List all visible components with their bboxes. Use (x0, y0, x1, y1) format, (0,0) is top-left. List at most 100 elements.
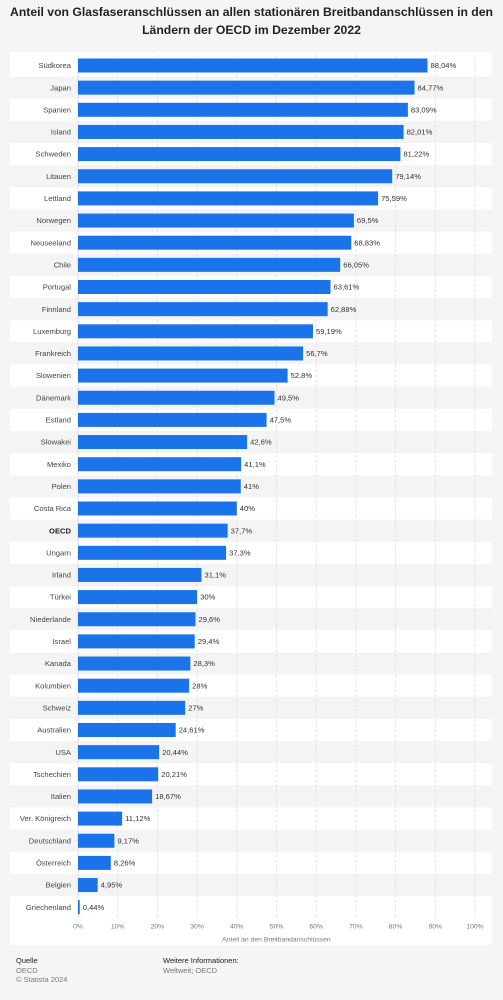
bar (78, 590, 198, 605)
category-label: Italien (51, 792, 71, 801)
x-tick-label: 70% (349, 923, 363, 930)
data-label: 0,44% (83, 903, 105, 912)
category-label: Kanada (45, 659, 72, 668)
info-block: Weitere Informationen: Weltweit; OECD (163, 956, 239, 975)
x-tick-label: 0% (73, 923, 83, 930)
bar (78, 80, 415, 95)
data-label: 31,1% (204, 571, 226, 580)
bar (78, 855, 111, 870)
data-label: 83,09% (411, 105, 437, 114)
category-label: OECD (49, 526, 71, 535)
bar (78, 457, 242, 472)
bar (78, 257, 341, 272)
bar (78, 767, 159, 782)
bar (78, 368, 288, 383)
category-label: Ungarn (46, 548, 71, 557)
bar (78, 700, 186, 715)
data-label: 29,6% (199, 615, 221, 624)
x-tick-label: 30% (190, 923, 204, 930)
data-label: 20,21% (161, 770, 187, 779)
copyright-text: © Statista 2024 (16, 975, 68, 984)
category-label: Griechenland (26, 903, 71, 912)
category-label: Japan (50, 83, 71, 92)
category-label: Irland (52, 571, 71, 580)
data-label: 8,26% (114, 859, 136, 868)
info-text: Weltweit; OECD (163, 965, 218, 975)
category-label: Lettland (44, 194, 71, 203)
data-label: 47,5% (270, 416, 292, 425)
category-label: Polen (52, 482, 71, 491)
row-band (10, 829, 492, 852)
x-tick-label: 100% (466, 923, 483, 930)
bar (78, 789, 153, 804)
category-label: Litauen (46, 172, 71, 181)
bar (78, 501, 237, 516)
x-tick-label: 60% (309, 923, 323, 930)
bar (78, 235, 352, 250)
data-label: 68,83% (354, 238, 380, 247)
category-label: Kolumbien (35, 681, 71, 690)
bar (78, 435, 248, 450)
bar (78, 412, 267, 427)
bar (78, 656, 191, 671)
data-label: 88,04% (431, 61, 457, 70)
data-label: 62,88% (331, 305, 357, 314)
bar (78, 833, 115, 848)
data-label: 30% (200, 593, 215, 602)
bar (78, 723, 176, 737)
category-label: Estland (46, 416, 71, 425)
category-label: Dänemark (36, 393, 71, 402)
bar (78, 302, 328, 317)
bar (78, 390, 275, 405)
data-label: 41,1% (244, 460, 266, 469)
data-label: 75,59% (381, 194, 407, 203)
category-label: Australien (37, 726, 71, 735)
bar (78, 811, 123, 826)
category-label: Slowenien (36, 371, 71, 380)
category-label: Niederlande (30, 615, 71, 624)
x-tick-label: 50% (270, 923, 284, 930)
data-label: 40% (240, 504, 255, 513)
x-tick-label: 20% (151, 923, 165, 930)
data-label: 82,01% (407, 128, 433, 137)
data-label: 69,5% (357, 216, 379, 225)
bar (78, 523, 228, 538)
x-tick-label: 90% (428, 923, 442, 930)
bar (78, 900, 80, 915)
category-label: Mexiko (47, 460, 71, 469)
category-label: Türkei (50, 593, 71, 602)
chart-title: Anteil von Glasfaseranschlüssen an allen… (10, 5, 493, 37)
bar (78, 479, 241, 494)
category-label: Schweden (36, 150, 71, 159)
bar (78, 124, 404, 139)
category-label: Costa Rica (34, 504, 72, 513)
category-label: Neuseeland (30, 238, 71, 247)
data-label: 24,61% (179, 726, 205, 735)
bar (78, 545, 227, 560)
bar (78, 634, 195, 649)
data-label: 52,8% (291, 371, 313, 380)
category-label: Finnland (42, 305, 71, 314)
data-label: 81,22% (403, 150, 429, 159)
bar (78, 612, 196, 627)
data-label: 29,4% (198, 637, 220, 646)
bar (78, 678, 190, 693)
data-label: 41% (244, 482, 259, 491)
chart-panel: 0% 10% 20% 30% 40% 50% 60% 70% 80% 90% 100% Südkore… (10, 52, 492, 945)
bar (78, 58, 428, 73)
category-label: Chile (54, 260, 71, 269)
bar-chart: 0% 10% 20% 30% 40% 50% 60% 70% 80% 90% 100% Südkore… (10, 54, 492, 943)
data-label: 84,77% (418, 83, 444, 92)
category-label: Frankreich (35, 349, 71, 358)
bar (78, 191, 379, 206)
data-label: 66,05% (343, 260, 369, 269)
data-label: 11,12% (125, 814, 150, 823)
row-band (10, 873, 492, 897)
data-label: 59,19% (316, 327, 342, 336)
category-label: Portugal (43, 283, 72, 292)
data-label: 42,6% (250, 438, 272, 447)
source-text: OECD (16, 965, 38, 975)
category-label: Deutschland (29, 836, 71, 845)
data-label: 28% (192, 681, 207, 690)
bar (78, 567, 202, 582)
